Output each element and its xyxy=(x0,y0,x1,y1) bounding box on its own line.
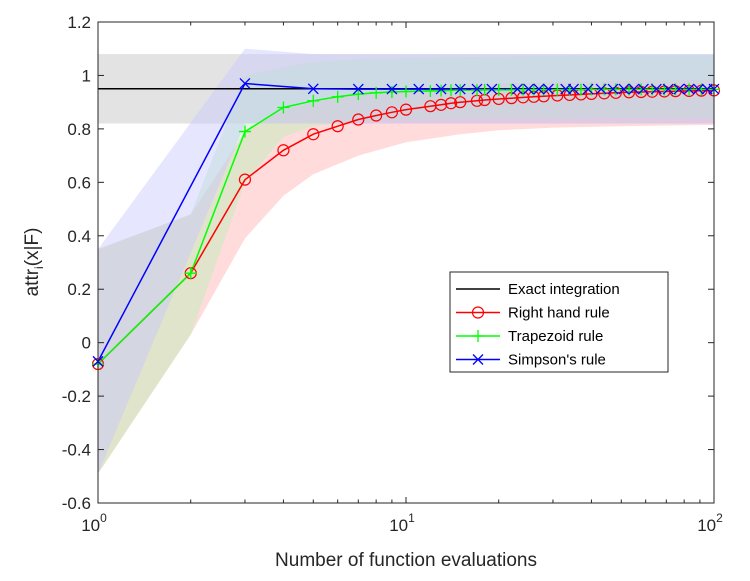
trapezoid-rule-point xyxy=(277,101,290,114)
y-tick-label: 1.2 xyxy=(67,13,91,32)
legend-marker xyxy=(472,354,484,365)
simpson-s-rule-point xyxy=(486,83,498,95)
simpson-s-rule-point xyxy=(673,83,685,95)
trapezoid-rule-point xyxy=(635,83,648,96)
simpson-s-rule-point xyxy=(386,83,398,95)
trapezoid-rule-point xyxy=(400,85,412,98)
simpson-s-rule-point xyxy=(352,83,364,95)
trapezoid-rule-band xyxy=(98,55,714,474)
right-hand-rule-point xyxy=(277,144,290,157)
simpson-s-rule-point xyxy=(628,83,640,95)
y-tick-label: 0.6 xyxy=(67,173,91,192)
simpson-s-rule-point xyxy=(523,83,535,95)
trapezoid-rule-point xyxy=(551,83,564,96)
right-hand-rule-point xyxy=(444,97,458,110)
legend-marker xyxy=(472,330,484,342)
simpson-s-rule-point xyxy=(637,83,649,95)
right-hand-rule-point xyxy=(352,113,365,126)
simpson-s-rule-point xyxy=(454,83,466,95)
simpson-s-rule-point xyxy=(533,83,545,95)
right-hand-rule-point xyxy=(434,98,448,111)
simpson-s-rule-point xyxy=(683,83,695,95)
trapezoid-rule-point xyxy=(331,90,344,103)
legend-label: Right hand rule xyxy=(508,305,610,322)
x-tick-label: 100 xyxy=(81,511,107,535)
legend-marker xyxy=(471,306,485,319)
simpson-s-rule-point xyxy=(595,83,607,95)
trapezoid-rule-point xyxy=(424,84,437,97)
y-tick-label: 0 xyxy=(82,334,91,353)
trapezoid-rule-point xyxy=(454,84,467,97)
y-tick-label: -0.6 xyxy=(62,494,91,513)
simpson-s-rule-point xyxy=(471,83,483,95)
legend: Exact integration Right hand rule Trapezoi… xyxy=(449,271,669,373)
y-tick-label: 0.2 xyxy=(67,280,91,299)
x-tick-label: 102 xyxy=(697,511,723,535)
trapezoid-rule-point xyxy=(352,88,365,101)
legend-label: Trapezoid rule xyxy=(508,328,603,345)
trapezoid-rule-point xyxy=(478,83,491,96)
plot-background xyxy=(98,22,714,503)
x-axis-title: Number of function evaluations xyxy=(275,550,537,571)
y-tick-label: -0.4 xyxy=(62,441,91,460)
simpson-s-rule-point xyxy=(618,83,630,95)
x-tick-label: 101 xyxy=(389,511,415,535)
right-hand-rule-point xyxy=(454,96,467,109)
right-hand-rule-line xyxy=(98,89,714,365)
y-axis-title: attri(x|F) xyxy=(22,228,46,297)
right-hand-rule-point xyxy=(307,128,320,141)
simpson-s-rule-point xyxy=(650,83,662,95)
y-tick-label: 0.4 xyxy=(67,227,91,246)
legend-label: Simpson's rule xyxy=(508,352,606,369)
simpson-s-rule-point xyxy=(239,78,251,89)
simpson-s-rule-point xyxy=(511,83,523,95)
x-axis: 100 101 102 xyxy=(81,22,723,535)
trapezoid-rule-point xyxy=(184,267,197,280)
trapezoid-rule-point xyxy=(517,83,530,96)
simpson-s-rule-point xyxy=(413,83,425,95)
legend-label: Exact integration xyxy=(508,281,620,298)
y-tick-label: -0.2 xyxy=(62,387,91,406)
right-hand-rule-point xyxy=(385,106,399,119)
simpson-s-rule-point xyxy=(307,83,319,95)
trapezoid-rule-point xyxy=(575,83,588,96)
simpson-s-rule-point xyxy=(582,83,594,95)
trapezoid-rule-point xyxy=(370,86,383,99)
right-hand-rule-point xyxy=(238,173,252,186)
trapezoid-rule-point xyxy=(505,83,518,96)
y-tick-label: 0.8 xyxy=(67,120,91,139)
right-hand-rule-point xyxy=(399,103,413,116)
series-markers xyxy=(91,78,721,371)
right-hand-rule-band xyxy=(98,79,714,474)
y-axis: -0.6 -0.4 -0.2 0 0.2 0.4 0.6 0.8 1 1.2 xyxy=(62,13,714,513)
trapezoid-rule-point xyxy=(307,94,320,107)
trapezoid-rule-point xyxy=(238,125,251,138)
simpson-s-rule-point xyxy=(662,83,674,95)
simpson-s-rule-point xyxy=(542,83,554,95)
simpson-s-rule-point xyxy=(435,83,447,95)
trapezoid-rule-point xyxy=(385,86,398,99)
simpson-s-rule-point xyxy=(568,83,580,95)
right-hand-rule-point xyxy=(331,120,344,133)
simpson-s-rule-point xyxy=(560,83,572,95)
y-tick-label: 1 xyxy=(82,66,91,85)
simpson-s-rule-point xyxy=(692,83,704,95)
trapezoid-rule-point xyxy=(492,83,505,96)
right-hand-rule-point xyxy=(370,109,383,122)
simpson-s-rule-point xyxy=(607,83,619,95)
